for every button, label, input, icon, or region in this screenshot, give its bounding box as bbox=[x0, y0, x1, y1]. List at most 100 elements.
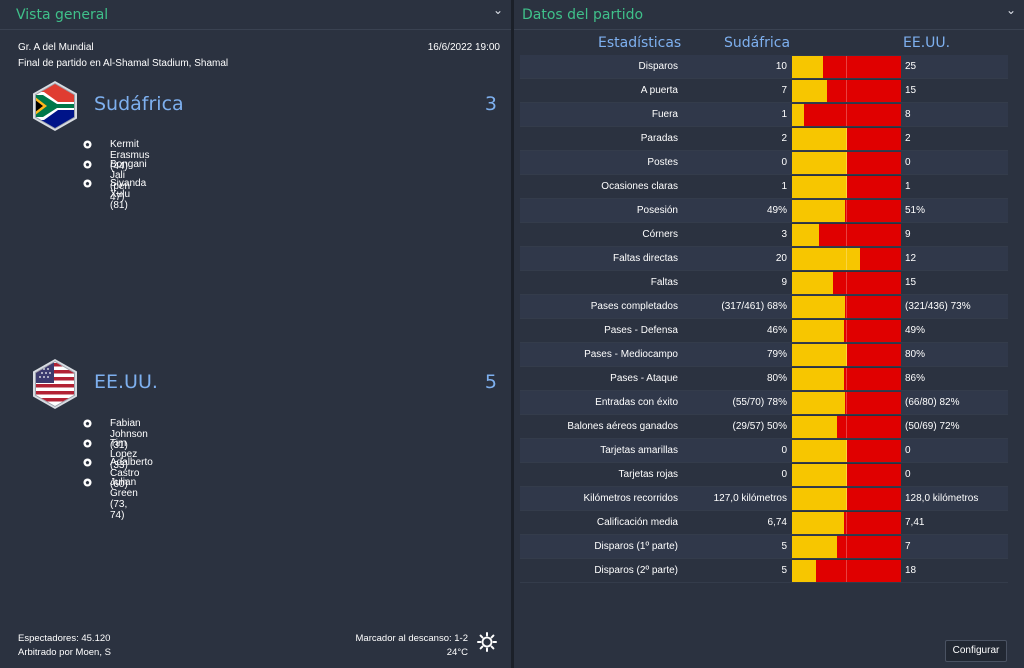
stat-bar-midline bbox=[846, 80, 847, 102]
home-column-header[interactable]: Sudáfrica bbox=[724, 35, 791, 51]
stat-home-bar bbox=[792, 344, 847, 366]
stat-label: Pases - Defensa bbox=[604, 325, 678, 336]
stat-row: Entradas con éxito (55/70) 78% (66/80) 82% bbox=[520, 391, 1008, 415]
stat-home-value: 10 bbox=[775, 61, 787, 72]
scorer-name[interactable]: Fabian Johnson (31) bbox=[110, 418, 148, 451]
stat-home-bar bbox=[792, 488, 847, 510]
stat-row: Postes 0 0 bbox=[520, 151, 1008, 175]
stat-label: Ocasiones claras bbox=[601, 181, 678, 192]
stat-bar-midline bbox=[846, 272, 847, 294]
halftime-score-label: Marcador al descanso: 1-2 bbox=[355, 633, 468, 644]
stat-row: Faltas 9 15 bbox=[520, 271, 1008, 295]
match-stats-header: Datos del partido ⌄ bbox=[514, 0, 1024, 30]
football-icon bbox=[83, 179, 92, 188]
stat-row: Fuera 1 8 bbox=[520, 103, 1008, 127]
usa-flag-badge[interactable] bbox=[30, 359, 80, 409]
stat-away-value: (321/436) 73% bbox=[905, 301, 971, 312]
stat-label: Disparos (2º parte) bbox=[594, 565, 678, 576]
scorer-name[interactable]: Tim Lopez (33) bbox=[110, 437, 138, 471]
stat-home-value: (317/461) 68% bbox=[721, 301, 787, 312]
stat-away-value: 7,41 bbox=[905, 517, 925, 528]
stat-home-bar bbox=[792, 368, 845, 390]
chevron-down-icon[interactable]: ⌄ bbox=[492, 3, 503, 17]
stat-away-value: 86% bbox=[905, 373, 926, 384]
stat-home-bar bbox=[792, 560, 816, 582]
home-team-score: 3 bbox=[484, 93, 497, 115]
stat-label: Córners bbox=[642, 229, 678, 240]
stat-label: Pases - Ataque bbox=[610, 373, 678, 384]
stat-row: Tarjetas amarillas 0 0 bbox=[520, 439, 1008, 463]
scorer-name[interactable]: Siyanda Xulu (81) bbox=[110, 178, 147, 211]
away-column-header[interactable]: EE.UU. bbox=[903, 35, 951, 51]
stat-bar-midline bbox=[846, 440, 847, 462]
stat-away-value: 9 bbox=[905, 229, 911, 240]
referee-label[interactable]: Arbitrado por Moen, S bbox=[18, 647, 111, 658]
stat-label: Disparos (1º parte) bbox=[594, 541, 678, 552]
stat-label: Kilómetros recorridos bbox=[583, 493, 678, 504]
stat-comparison-bar bbox=[792, 416, 901, 438]
stat-label: Faltas bbox=[650, 277, 678, 288]
stat-home-value: 0 bbox=[781, 469, 787, 480]
stat-comparison-bar bbox=[792, 392, 901, 414]
stat-comparison-bar bbox=[792, 488, 901, 510]
stat-away-value: (50/69) 72% bbox=[905, 421, 960, 432]
stat-home-bar bbox=[792, 320, 845, 342]
stat-row: Córners 3 9 bbox=[520, 223, 1008, 247]
stat-comparison-bar bbox=[792, 224, 901, 246]
stat-home-value: 46% bbox=[766, 325, 787, 336]
stat-row: Calificación media 6,74 7,41 bbox=[520, 511, 1008, 535]
stat-home-value: 9 bbox=[781, 277, 787, 288]
stat-bar-midline bbox=[846, 464, 847, 486]
stat-row: Disparos (1º parte) 5 7 bbox=[520, 535, 1008, 559]
stat-home-bar bbox=[792, 176, 847, 198]
stat-comparison-bar bbox=[792, 104, 901, 126]
home-team-name[interactable]: Sudáfrica bbox=[94, 93, 184, 115]
stat-comparison-bar bbox=[792, 272, 901, 294]
stat-away-value: 18 bbox=[905, 565, 917, 576]
configure-button[interactable]: Configurar bbox=[945, 640, 1007, 662]
stat-home-value: 5 bbox=[781, 565, 787, 576]
stat-row: Pases - Mediocampo 79% 80% bbox=[520, 343, 1008, 367]
stat-home-bar bbox=[792, 80, 827, 102]
stat-home-bar bbox=[792, 536, 838, 558]
stat-home-bar bbox=[792, 200, 846, 222]
scorer-name[interactable]: Adalberto Castro (60) bbox=[110, 457, 153, 490]
stat-bar-midline bbox=[846, 128, 847, 150]
stat-bar-midline bbox=[846, 296, 847, 318]
stat-bar-midline bbox=[846, 176, 847, 198]
stat-bar-midline bbox=[846, 416, 847, 438]
competition-label[interactable]: Gr. A del Mundial bbox=[18, 42, 94, 53]
stat-comparison-bar bbox=[792, 536, 901, 558]
stat-comparison-bar bbox=[792, 440, 901, 462]
scorer-name[interactable]: Julian Green (73, 74) bbox=[110, 476, 138, 521]
scorer-name[interactable]: Kermit Erasmus (44) bbox=[110, 139, 150, 172]
stat-away-value: 0 bbox=[905, 157, 911, 168]
stat-row: Ocasiones claras 1 1 bbox=[520, 175, 1008, 199]
stat-comparison-bar bbox=[792, 296, 901, 318]
football-icon bbox=[83, 477, 92, 487]
stat-away-value: 1 bbox=[905, 181, 911, 192]
stat-away-value: 0 bbox=[905, 445, 911, 456]
stat-bar-midline bbox=[846, 224, 847, 246]
stat-home-value: (29/57) 50% bbox=[732, 421, 787, 432]
stat-label: Postes bbox=[647, 157, 678, 168]
stat-label: Faltas directas bbox=[612, 253, 678, 264]
venue-label: Final de partido en Al-Shamal Stadium, S… bbox=[18, 58, 229, 69]
away-team-name[interactable]: EE.UU. bbox=[94, 371, 158, 393]
stat-home-value: 5 bbox=[781, 541, 787, 552]
stat-home-value: 7 bbox=[781, 85, 787, 96]
stat-home-bar bbox=[792, 296, 846, 318]
stat-comparison-bar bbox=[792, 200, 901, 222]
stat-home-value: 80% bbox=[766, 373, 787, 384]
stat-away-value: 0 bbox=[905, 469, 911, 480]
panel-divider[interactable] bbox=[511, 0, 514, 668]
stat-home-value: 1 bbox=[781, 181, 787, 192]
stat-label: A puerta bbox=[640, 85, 678, 96]
scorer-name[interactable]: Bongani Jali (pen 47) bbox=[110, 158, 147, 203]
stat-label: Calificación media bbox=[596, 517, 678, 528]
south-africa-flag-badge[interactable] bbox=[30, 81, 80, 131]
stat-row: Tarjetas rojas 0 0 bbox=[520, 463, 1008, 487]
stat-bar-midline bbox=[846, 152, 847, 174]
stat-label: Posesión bbox=[636, 205, 678, 216]
chevron-down-icon[interactable]: ⌄ bbox=[1005, 3, 1016, 17]
